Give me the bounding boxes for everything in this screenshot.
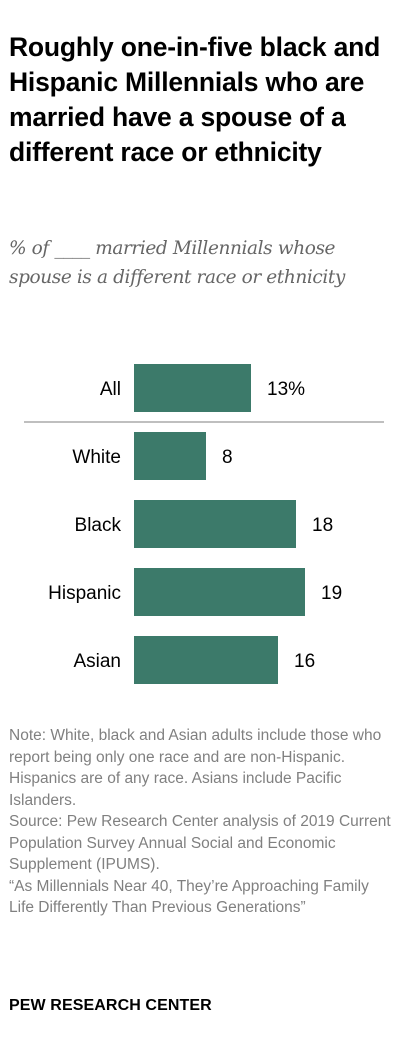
category-label-asian: Asian [73, 651, 121, 672]
chart-title: Roughly one-in-five black and Hispanic M… [9, 32, 381, 167]
bar-hispanic [134, 568, 305, 616]
value-label-white: 8 [222, 447, 233, 468]
value-label-asian: 16 [294, 651, 315, 672]
pew-logo-text: PEW RESEARCH CENTER [9, 997, 212, 1014]
note-text: Note: White, black and Asian adults incl… [9, 727, 382, 809]
bar-asian [134, 636, 278, 684]
bar-all [134, 364, 251, 412]
category-label-all: All [100, 379, 121, 400]
category-label-white: White [72, 447, 121, 468]
bar-white [134, 432, 206, 480]
chart-subtitle: % of ____ married Millennials whose spou… [9, 238, 345, 288]
value-label-hispanic: 19 [321, 583, 342, 604]
category-label-hispanic: Hispanic [48, 583, 121, 604]
report-title: “As Millennials Near 40, They’re Approac… [9, 877, 369, 917]
value-label-all: 13% [267, 379, 305, 400]
value-label-black: 18 [312, 515, 333, 536]
category-label-black: Black [75, 515, 122, 536]
source-text: Source: Pew Research Center analysis of … [9, 813, 391, 873]
footnote: Note: White, black and Asian adults incl… [9, 725, 397, 919]
bar-chart: All 13% White 8 Black 18 Hispanic 19 Asian 16 [24, 364, 384, 684]
bar-black [134, 500, 296, 548]
